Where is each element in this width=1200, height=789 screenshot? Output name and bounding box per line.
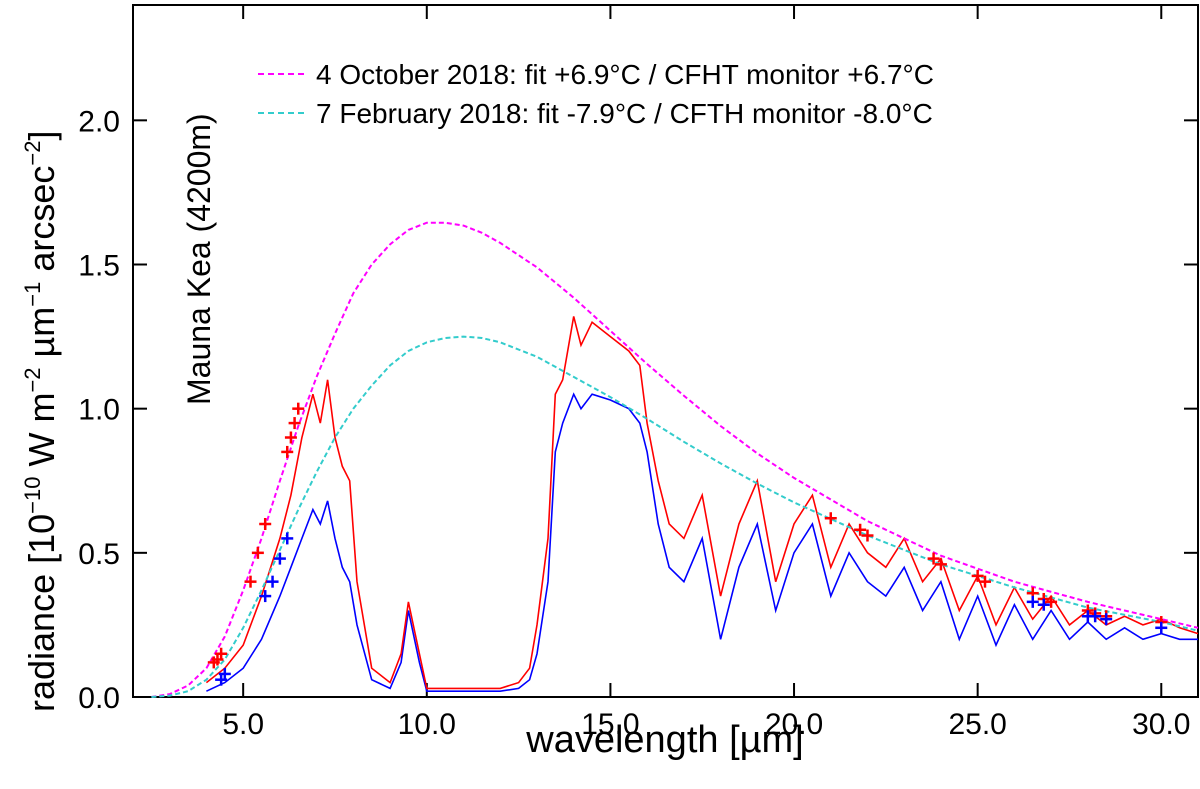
y-axis-label-mid1: W m <box>21 393 62 477</box>
plus-marker <box>288 417 301 430</box>
y-axis-label: radiance [10−10 W m−2 µm−1 arcsec−2] <box>20 130 62 712</box>
y-axis-label-exp4: −2 <box>20 140 45 165</box>
y-tick-label: 0.0 <box>78 682 120 715</box>
plus-marker <box>215 647 228 660</box>
x-tick-label: 15.0 <box>581 708 639 741</box>
plus-marker <box>979 575 991 588</box>
plus-marker <box>259 518 272 530</box>
plus-marker <box>284 431 297 444</box>
plus-marker <box>1026 595 1039 608</box>
plus-marker <box>1100 613 1113 626</box>
plus-marker <box>273 552 286 565</box>
y-tick-label: 1.0 <box>78 394 120 427</box>
series-layer <box>151 221 1199 698</box>
location-annotation: Mauna Kea (4200m) <box>181 113 217 405</box>
legend-label-february: 7 February 2018: fit -7.9°C / CFTH monit… <box>316 98 933 129</box>
y-axis-ticks: 0.0 0.5 1.0 1.5 2.0 <box>78 105 1198 715</box>
y-tick-label: 2.0 <box>78 105 120 138</box>
series-line-1 <box>151 335 1199 698</box>
plus-marker <box>218 667 231 680</box>
x-tick-label: 25.0 <box>948 708 1006 741</box>
y-axis-label-exp3: −1 <box>20 282 45 307</box>
y-axis-label-start: radiance [10 <box>21 514 62 712</box>
plus-marker <box>824 512 837 525</box>
x-tick-label: 10.0 <box>398 708 456 741</box>
y-axis-label-exp2: −2 <box>20 367 45 392</box>
y-axis-label-mid2: µm <box>21 307 62 368</box>
plus-marker <box>854 523 867 536</box>
y-axis-label-mid3: arcsec <box>21 166 62 282</box>
y-tick-label: 1.5 <box>78 250 120 283</box>
x-axis-label: wavelength [µm] <box>525 719 803 761</box>
series-line-3 <box>206 392 1198 693</box>
y-tick-label: 0.5 <box>78 538 120 571</box>
plus-marker <box>281 445 294 458</box>
plus-marker <box>971 569 984 582</box>
plot-frame <box>132 4 1199 698</box>
plus-marker <box>266 575 279 588</box>
x-axis-ticks: 5.0 10.0 15.0 20.0 25.0 30.0 <box>222 5 1190 741</box>
series-line-0 <box>151 221 1199 698</box>
plus-marker <box>1045 595 1058 608</box>
x-tick-label: 5.0 <box>222 708 264 741</box>
plus-marker <box>251 546 264 559</box>
plus-marker <box>934 558 947 571</box>
y-axis-label-end: ] <box>21 130 62 140</box>
legend: 4 October 2018: fit +6.9°C / CFHT monito… <box>258 59 934 129</box>
marker-layer <box>207 402 1168 686</box>
legend-label-october: 4 October 2018: fit +6.9°C / CFHT monito… <box>316 59 934 90</box>
plus-marker <box>927 552 940 565</box>
x-tick-label: 30.0 <box>1132 708 1190 741</box>
series-line-2 <box>205 316 1199 690</box>
plus-marker <box>1155 621 1168 634</box>
plus-marker <box>244 575 257 588</box>
plus-marker <box>861 529 874 542</box>
y-axis-label-exp1: −10 <box>20 477 45 514</box>
plus-marker <box>259 590 272 603</box>
plus-marker <box>1037 598 1050 611</box>
plus-marker <box>281 532 294 545</box>
x-tick-label: 20.0 <box>765 708 823 741</box>
plus-marker <box>292 402 305 415</box>
plus-marker <box>1089 610 1102 623</box>
